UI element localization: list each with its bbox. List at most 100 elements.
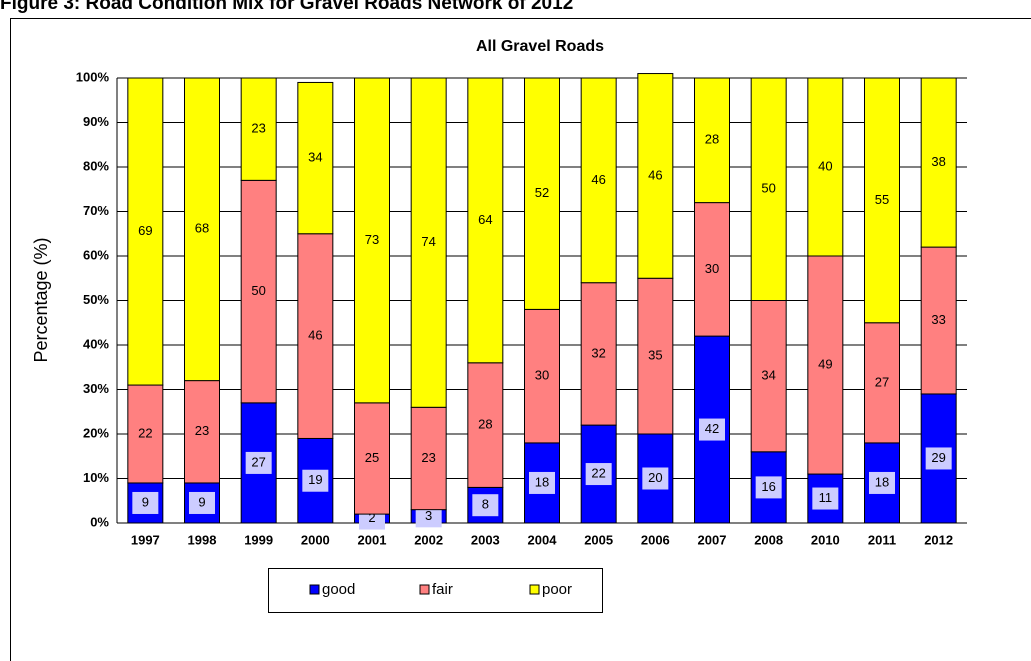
x-tick-label: 2001 [358,532,387,547]
value-label: 55 [875,192,889,207]
bar-segment [297,81,334,235]
y-tick-label: 50% [83,292,109,307]
value-label: 33 [931,312,945,327]
x-tick-label: 2002 [414,532,443,547]
figure-title: Figure 3: Road Condition Mix for Gravel … [0,0,573,14]
value-label: 23 [195,423,209,438]
value-label: 46 [648,167,662,182]
chart-border [10,18,1031,661]
value-label-bg [132,491,159,514]
value-label-bg [925,447,952,470]
y-tick-label: 0% [90,514,109,529]
bar-segment [864,322,900,444]
value-label: 18 [535,474,549,489]
bar-segment [184,380,220,484]
value-label: 29 [931,450,945,465]
y-tick-label: 90% [83,114,109,129]
bar-segment [580,77,617,284]
x-tick-label: 2010 [811,532,840,547]
bar-segment [354,402,390,515]
bar-segment [297,233,334,439]
bar-segment [694,202,730,337]
value-label: 28 [478,417,492,432]
value-label: 9 [198,494,205,509]
value-label: 46 [308,328,322,343]
bar-segment [467,362,504,488]
value-label-bg [529,471,555,494]
value-label-bg [302,469,329,492]
bar-segment [127,77,164,386]
bar-segment [410,77,447,408]
value-label: 25 [365,450,379,465]
value-label: 52 [535,185,549,200]
bar-segment [920,246,957,395]
value-label: 22 [591,465,605,480]
value-label-bg [699,418,725,441]
bar-segment [467,77,504,364]
value-label: 20 [648,470,662,485]
bar-segment [524,77,560,310]
value-label: 50 [251,283,265,298]
bar-segment [410,406,447,511]
y-tick-label: 60% [83,247,109,262]
y-tick-label: 80% [83,158,109,173]
x-tick-label: 2005 [584,532,613,547]
value-label: 68 [195,221,209,236]
x-tick-label: 2011 [868,532,896,547]
value-label: 40 [818,158,832,173]
value-label: 18 [875,474,889,489]
bar-segment [637,73,674,279]
bar-segment [580,282,617,426]
legend-swatch [529,584,540,595]
value-label: 22 [138,425,152,440]
y-tick-label: 10% [83,470,109,485]
value-label-bg [755,476,782,499]
bar-segment [807,77,844,257]
x-tick-label: 2004 [528,532,558,547]
value-label: 74 [421,234,435,249]
value-label: 2 [368,510,375,525]
value-label: 34 [308,150,322,165]
x-tick-label: 2003 [471,532,500,547]
value-label: 34 [761,368,775,383]
legend-swatch [419,584,430,595]
legend-label: poor [542,581,572,598]
bar-segment [240,77,277,181]
bar-segment [920,77,957,248]
value-label: 3 [425,508,432,523]
y-tick-label: 30% [83,381,109,396]
bar-segment [864,77,900,324]
bar-segment [694,77,730,204]
bar-segment [750,77,787,301]
x-tick-label: 1999 [244,532,273,547]
bar-segment [240,179,277,404]
value-label: 27 [251,454,265,469]
y-tick-label: 20% [83,425,109,440]
value-label: 35 [648,348,662,363]
y-axis-label: Percentage (%) [31,237,51,362]
x-tick-label: 2000 [301,532,330,547]
value-label: 23 [251,121,265,136]
value-label-bg [812,487,839,510]
value-label: 28 [705,132,719,147]
legend-swatch [309,584,320,595]
x-tick-label: 1997 [131,532,160,547]
y-tick-label: 70% [83,203,109,218]
legend-box [268,568,603,613]
legend-label: good [322,581,355,598]
value-label: 11 [819,490,833,505]
value-label: 9 [142,494,149,509]
bar-segment [184,77,220,382]
chart-title: All Gravel Roads [476,38,604,55]
legend-label: fair [432,581,453,598]
x-tick-label: 1998 [188,532,217,547]
value-label: 38 [931,154,945,169]
value-label: 50 [761,181,775,196]
x-tick-label: 2006 [641,532,670,547]
bar-segment [127,384,164,484]
x-tick-label: 2008 [754,532,783,547]
value-label: 42 [705,421,719,436]
value-label: 64 [478,212,492,227]
value-label-bg [585,463,612,486]
